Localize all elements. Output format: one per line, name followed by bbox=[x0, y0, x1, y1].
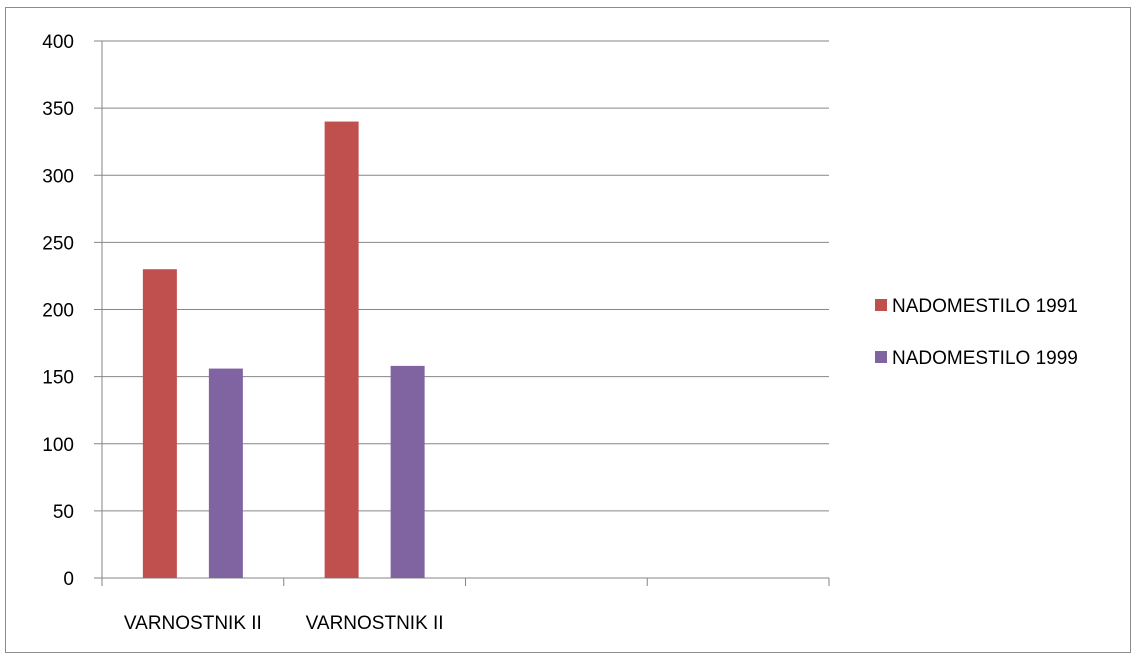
bar bbox=[209, 369, 243, 578]
x-category-label: VARNOSTNIK II bbox=[306, 613, 444, 634]
bars bbox=[143, 122, 425, 578]
y-tick-label: 100 bbox=[42, 435, 74, 456]
legend-swatch bbox=[875, 351, 887, 363]
legend-label: NADOMESTILO 1991 bbox=[892, 296, 1078, 317]
y-tick-label: 150 bbox=[42, 368, 74, 389]
gridlines bbox=[94, 41, 829, 578]
legend-label: NADOMESTILO 1999 bbox=[892, 348, 1078, 369]
y-tick-label: 0 bbox=[63, 569, 74, 590]
bar bbox=[143, 269, 177, 578]
x-axis: VARNOSTNIK II VARNOSTNIK II bbox=[102, 578, 829, 634]
legend-swatch bbox=[875, 299, 887, 311]
y-tick-label: 350 bbox=[42, 99, 74, 120]
bar bbox=[391, 366, 425, 578]
y-tick-label: 400 bbox=[42, 32, 74, 53]
legend: NADOMESTILO 1991 NADOMESTILO 1999 bbox=[875, 296, 1078, 369]
y-axis: 0 50 100 150 200 250 300 350 400 bbox=[42, 32, 102, 590]
x-category-label: VARNOSTNIK II bbox=[124, 613, 262, 634]
y-tick-label: 200 bbox=[42, 301, 74, 322]
bar bbox=[325, 122, 359, 578]
y-tick-label: 300 bbox=[42, 166, 74, 187]
y-tick-label: 50 bbox=[53, 502, 74, 523]
y-tick-label: 250 bbox=[42, 233, 74, 254]
